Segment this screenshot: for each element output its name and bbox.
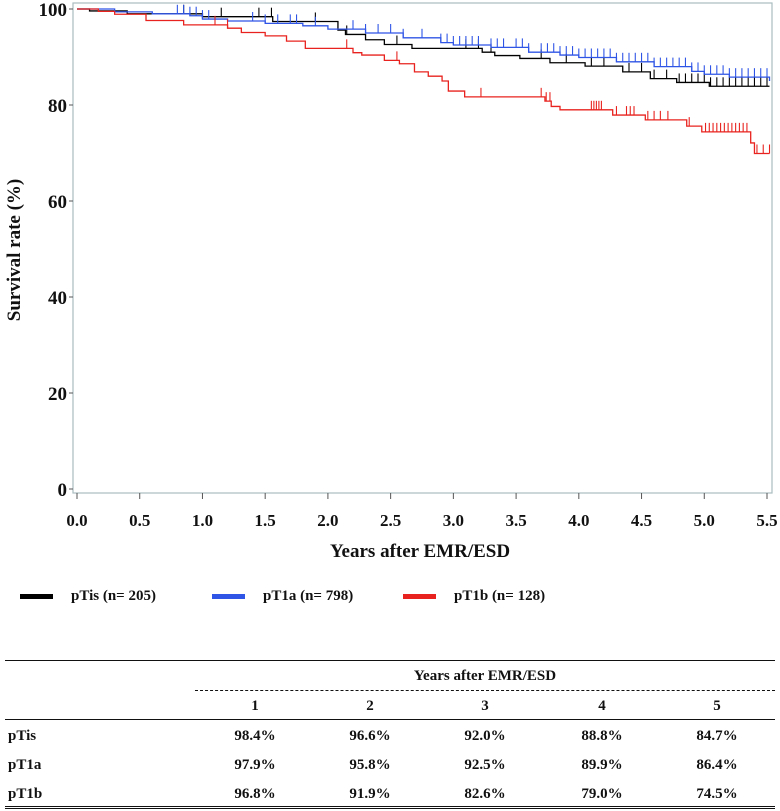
- legend-swatch: [20, 594, 53, 599]
- table-cell: 88.8%: [581, 728, 623, 744]
- legend-item-ptis: pTis (n= 205): [20, 588, 156, 605]
- column-header: 4: [598, 698, 606, 714]
- table-cell: 91.9%: [349, 786, 391, 802]
- table-cell: 96.6%: [349, 728, 391, 744]
- x-tick-label: 1.5: [255, 511, 276, 530]
- series-pt1b: [77, 8, 771, 155]
- table-group-header: Years after EMR/ESD: [413, 668, 557, 684]
- x-tick-label: 3.0: [443, 511, 464, 530]
- row-label: pT1b: [8, 786, 43, 802]
- x-axis-title: Years after EMR/ESD: [330, 541, 510, 562]
- column-header: 5: [713, 698, 721, 714]
- table-cell: 86.4%: [696, 757, 738, 773]
- survival-curve: [77, 8, 771, 81]
- x-tick-label: 2.5: [380, 511, 401, 530]
- plot-frame: [72, 2, 773, 494]
- x-tick-label: 2.0: [317, 511, 338, 530]
- y-axis-title: Survival rate (%): [4, 179, 25, 321]
- legend-item-pt1b: pT1b (n= 128): [403, 588, 545, 605]
- x-tick-label: 0.0: [66, 511, 87, 530]
- column-header: 3: [481, 698, 489, 714]
- legend-label: pT1a (n= 798): [263, 588, 354, 604]
- x-tick-label: 0.5: [129, 511, 150, 530]
- y-tick-label: 100: [39, 0, 68, 21]
- x-tick-label: 1.0: [192, 511, 213, 530]
- row-label: pTis: [8, 728, 37, 744]
- table-cell: 82.6%: [464, 786, 506, 802]
- survival-curve: [77, 8, 770, 155]
- series-ptis: [77, 4, 770, 87]
- y-tick-label: 40: [48, 288, 67, 309]
- x-tick-label: 5.0: [694, 511, 715, 530]
- x-tick-label: 5.5: [756, 511, 777, 530]
- table-cell: 92.0%: [464, 728, 506, 744]
- column-header: 2: [366, 698, 374, 714]
- table-cell: 74.5%: [696, 786, 738, 802]
- legend-item-pt1a: pT1a (n= 798): [212, 588, 353, 605]
- x-tick-label: 4.5: [631, 511, 652, 530]
- table-top-rule: [5, 660, 775, 661]
- table-cell: 97.9%: [234, 757, 276, 773]
- table-cell: 96.8%: [234, 786, 276, 802]
- y-tick-label: 60: [48, 192, 67, 213]
- y-tick-label: 80: [48, 96, 67, 117]
- y-tick-label: 20: [48, 384, 67, 405]
- table-cell: 95.8%: [349, 757, 391, 773]
- row-label: pT1a: [8, 757, 42, 773]
- table-cell: 92.5%: [464, 757, 506, 773]
- x-tick-label: 4.0: [568, 511, 589, 530]
- table-cell: 98.4%: [234, 728, 276, 744]
- table-cell: 79.0%: [581, 786, 623, 802]
- survival-chart: 0 20 40 60 80 100 0.0 0.5 1.0 1.5 2.0 2.5 3.0 3.5 4.0…: [4, 0, 778, 562]
- legend-label: pTis (n= 205): [71, 588, 156, 604]
- legend-swatch: [212, 594, 245, 599]
- legend: pTis (n= 205) pT1a (n= 798) pT1b (n= 128…: [0, 588, 780, 608]
- table-cell: 89.9%: [581, 757, 623, 773]
- legend-label: pT1b (n= 128): [454, 588, 546, 604]
- column-header: 1: [251, 698, 259, 714]
- survival-curve: [77, 8, 770, 87]
- table-cell: 84.7%: [696, 728, 738, 744]
- table-header-rule: [5, 719, 775, 720]
- table-bottom-rule: [5, 806, 775, 811]
- legend-swatch: [403, 594, 436, 599]
- series-pt1a: [77, 4, 771, 81]
- y-tick-label: 0: [58, 480, 68, 501]
- x-tick-label: 3.5: [505, 511, 526, 530]
- table-dashed-rule: [195, 690, 775, 691]
